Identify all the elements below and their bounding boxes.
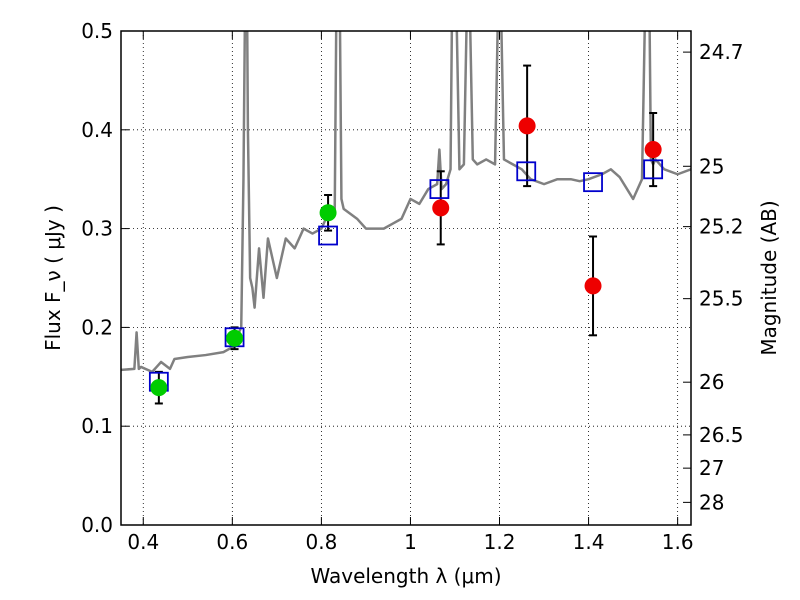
magnitude-tick-label: 25.5 <box>699 287 744 311</box>
optical-photometry-point <box>319 204 337 222</box>
axis-ticks: 0.4 0.6 0.8 1 1.2 1.4 1.6 0.0 0.1 0.2 0.3 0.4 0.5 24.… <box>81 19 743 554</box>
model-photometry-square <box>516 161 537 182</box>
model-photometry-squares <box>148 159 664 392</box>
y-tick-label: 0.1 <box>81 414 113 438</box>
magnitude-tick-label: 26 <box>699 370 724 394</box>
grid-lines <box>121 30 691 526</box>
model-photometry-square <box>583 172 603 193</box>
x-tick-label: 1.6 <box>662 530 694 554</box>
model-photometry-square <box>429 179 450 199</box>
magnitude-tick-label: 24.7 <box>699 40 744 64</box>
x-tick-label: 0.8 <box>305 530 337 554</box>
x-axis-label: Wavelength λ (μm) <box>310 564 501 588</box>
observed-photometry-points <box>150 117 662 397</box>
y-tick-label: 0.4 <box>81 118 113 142</box>
x-tick-label: 0.4 <box>127 530 159 554</box>
y-tick-label: 0.3 <box>81 217 113 241</box>
error-bars <box>154 64 658 405</box>
x-tick-label: 1.2 <box>484 530 516 554</box>
model-photometry-square <box>643 159 664 180</box>
y-axis-label: Flux F_ν ( μJy ) <box>41 205 65 351</box>
y-tick-label: 0.5 <box>81 19 113 43</box>
nir-photometry-point <box>644 141 662 159</box>
optical-photometry-point <box>150 379 168 397</box>
optical-photometry-point <box>226 329 244 347</box>
magnitude-tick-label: 25.2 <box>699 215 744 239</box>
nir-photometry-point <box>518 117 536 135</box>
x-tick-label: 1.4 <box>573 530 605 554</box>
magnitude-tick-label: 28 <box>699 490 724 514</box>
y-tick-label: 0.0 <box>81 513 113 537</box>
model-photometry-square <box>318 225 338 246</box>
magnitude-tick-label: 27 <box>699 456 724 480</box>
magnitude-tick-label: 26.5 <box>699 423 744 447</box>
spectrum-line <box>121 31 691 374</box>
y-tick-label: 0.2 <box>81 315 113 339</box>
nir-photometry-point <box>432 199 450 217</box>
magnitude-tick-label: 25 <box>699 154 724 178</box>
nir-photometry-point <box>584 277 602 295</box>
y2-axis-label: Magnitude (AB) <box>757 200 781 355</box>
plot-frame <box>120 30 692 526</box>
x-tick-label: 0.6 <box>216 530 248 554</box>
x-tick-label: 1 <box>404 530 417 554</box>
